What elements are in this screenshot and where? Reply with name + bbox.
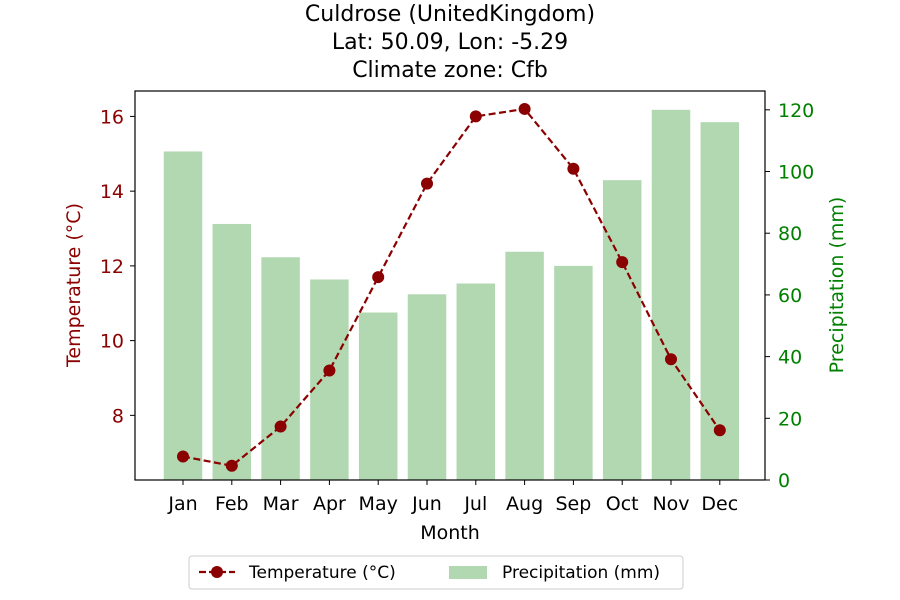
chart-title-line-3: Climate zone: Cfb [352, 58, 548, 83]
chart-title: Culdrose (UnitedKingdom) Lat: 50.09, Lon… [305, 2, 595, 83]
precipitation-bar-mar [261, 257, 300, 480]
precipitation-bar-jun [407, 294, 447, 480]
temperature-point-aug [518, 102, 531, 115]
temperature-point-dec [713, 424, 726, 437]
y-axis-left-label: Temperature (°C) [63, 203, 85, 368]
temperature-point-jul [469, 110, 482, 123]
temperature-point-nov [665, 353, 677, 366]
precipitation-bar-feb [212, 223, 252, 480]
legend: Temperature (°C) Precipitation (mm) [188, 555, 684, 590]
y-axis-right: 0 20 40 60 80 100 120 [765, 100, 814, 492]
legend-temperature-marker-icon [211, 566, 223, 578]
precipitation-bar-sep [554, 265, 593, 480]
precipitation-bar-jan [163, 151, 203, 480]
y-right-tick-label: 60 [778, 285, 802, 307]
temperature-point-may [372, 271, 385, 284]
y-axis-right-label: Precipitation (mm) [826, 197, 848, 374]
precipitation-bars [163, 109, 740, 480]
x-axis: Jan Feb Mar Apr May Jun Jul Aug Sep Oct Nov Dec [167, 480, 738, 515]
y-left-tick-label: 16 [100, 106, 124, 128]
x-tick-label: Oct [606, 493, 639, 515]
y-right-tick-label: 80 [778, 223, 802, 245]
temperature-point-apr [323, 364, 336, 377]
temperature-point-sep [567, 162, 580, 175]
y-right-tick-label: 0 [778, 470, 790, 492]
legend-temperature-label: Temperature (°C) [248, 563, 396, 583]
chart-title-line-1: Culdrose (UnitedKingdom) [305, 2, 595, 27]
precipitation-bar-jul [456, 283, 496, 480]
y-right-tick-label: 120 [778, 100, 814, 122]
x-tick-label: Nov [652, 493, 689, 515]
plot-frame [134, 90, 766, 481]
temperature-point-jun [421, 177, 433, 190]
x-tick-label: Jan [167, 493, 197, 515]
x-tick-label: Apr [313, 493, 346, 515]
x-tick-label: Mar [263, 493, 299, 515]
y-right-tick-label: 40 [778, 347, 802, 369]
x-tick-label: May [359, 493, 398, 515]
x-tick-label: Dec [701, 493, 738, 515]
precipitation-bar-may [358, 312, 398, 480]
temperature-point-jan [177, 450, 189, 463]
precipitation-bar-apr [310, 279, 349, 480]
y-left-tick-label: 14 [100, 181, 124, 203]
legend-precipitation-swatch-icon [449, 566, 487, 579]
precipitation-bar-aug [505, 251, 544, 480]
precipitation-bar-oct [602, 180, 642, 480]
y-right-tick-label: 100 [778, 162, 814, 184]
y-left-tick-label: 10 [100, 331, 124, 353]
temperature-point-oct [616, 256, 629, 269]
chart-title-line-2: Lat: 50.09, Lon: -5.29 [332, 30, 568, 55]
precipitation-bar-nov [651, 109, 691, 480]
x-tick-label: Aug [506, 493, 543, 515]
y-right-tick-label: 20 [778, 408, 802, 430]
y-left-tick-label: 8 [112, 405, 124, 427]
legend-box [188, 555, 684, 590]
x-tick-label: Sep [555, 493, 591, 515]
temperature-point-mar [274, 420, 287, 433]
x-axis-label: Month [420, 522, 480, 544]
temperature-point-feb [225, 459, 238, 472]
temperature-line-path [182, 107, 721, 467]
x-tick-label: Jun [411, 493, 442, 515]
temperature-line [177, 102, 726, 472]
x-tick-label: Feb [215, 493, 249, 515]
y-axis-left: 8 10 12 14 16 [100, 106, 135, 427]
y-left-tick-label: 12 [100, 256, 124, 278]
precipitation-bar-dec [700, 122, 740, 480]
legend-precipitation-label: Precipitation (mm) [502, 563, 660, 583]
x-tick-label: Jul [463, 493, 487, 515]
